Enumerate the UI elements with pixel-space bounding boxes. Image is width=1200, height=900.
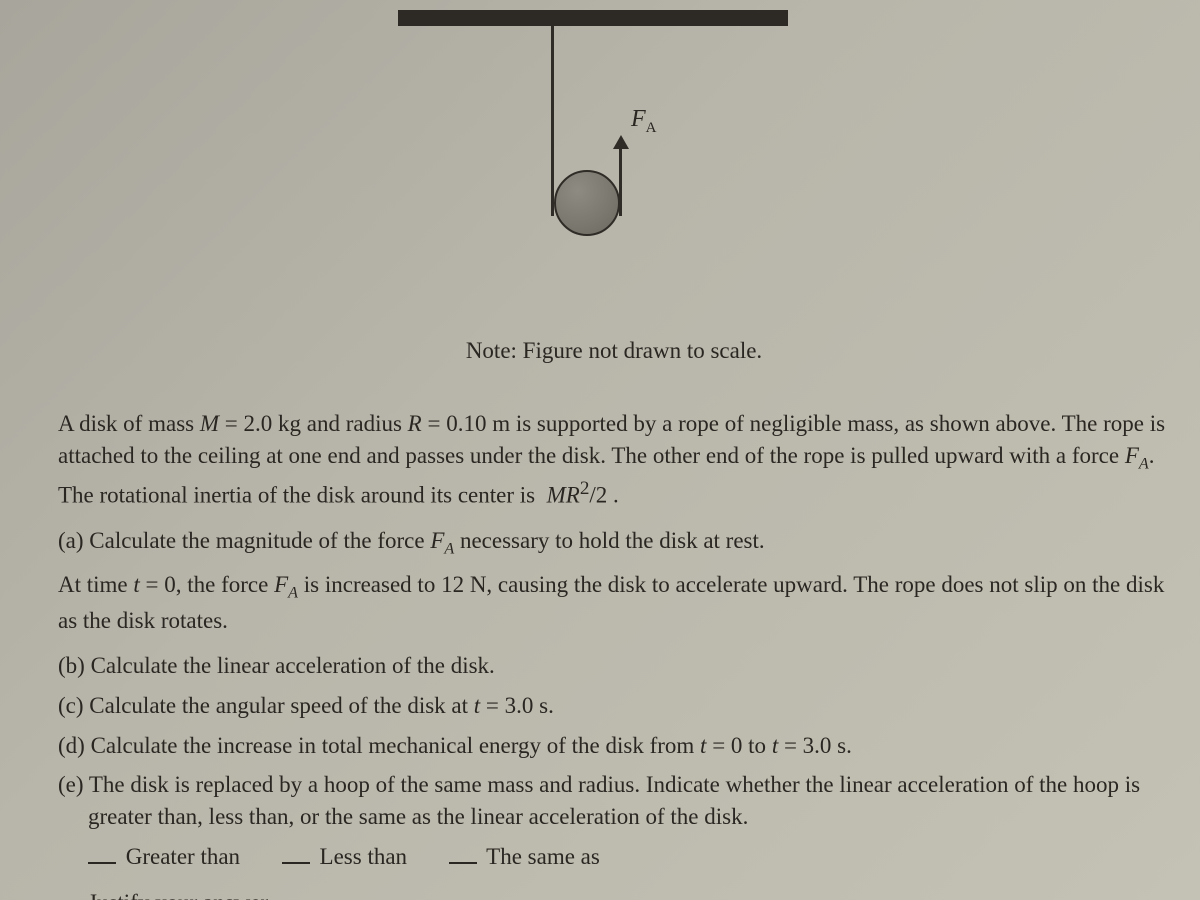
part-e: (e) The disk is replaced by a hoop of th… bbox=[58, 769, 1170, 832]
choice-row: Greater than Less than The same as bbox=[88, 841, 1170, 873]
page-content: FA Note: Figure not drawn to scale. A di… bbox=[48, 0, 1180, 900]
choice-same: The same as bbox=[449, 841, 600, 873]
choice-greater: Greater than bbox=[88, 841, 240, 873]
force-arrowhead-icon bbox=[613, 135, 629, 149]
choice-same-label: The same as bbox=[486, 844, 600, 869]
justify-prompt: Justify your answer. bbox=[88, 887, 1170, 900]
ceiling-bar bbox=[398, 10, 788, 26]
choice-less-label: Less than bbox=[320, 844, 408, 869]
physics-diagram: FA bbox=[58, 0, 1170, 280]
part-a: (a) Calculate the magnitude of the force… bbox=[58, 525, 1170, 561]
choice-greater-label: Greater than bbox=[126, 844, 240, 869]
mid-paragraph: At time t = 0, the force FA is increased… bbox=[58, 569, 1170, 637]
figure-note: Note: Figure not drawn to scale. bbox=[58, 338, 1170, 364]
blank-greater[interactable] bbox=[88, 850, 116, 864]
disk-shape bbox=[554, 170, 620, 236]
rope-left bbox=[551, 26, 554, 216]
blank-same[interactable] bbox=[449, 850, 477, 864]
force-label: FA bbox=[631, 106, 657, 137]
choice-less: Less than bbox=[282, 841, 407, 873]
blank-less[interactable] bbox=[282, 850, 310, 864]
part-b: (b) Calculate the linear acceleration of… bbox=[58, 650, 1170, 682]
part-c: (c) Calculate the angular speed of the d… bbox=[58, 690, 1170, 722]
problem-intro: A disk of mass M = 2.0 kg and radius R =… bbox=[58, 408, 1170, 511]
part-d: (d) Calculate the increase in total mech… bbox=[58, 730, 1170, 762]
